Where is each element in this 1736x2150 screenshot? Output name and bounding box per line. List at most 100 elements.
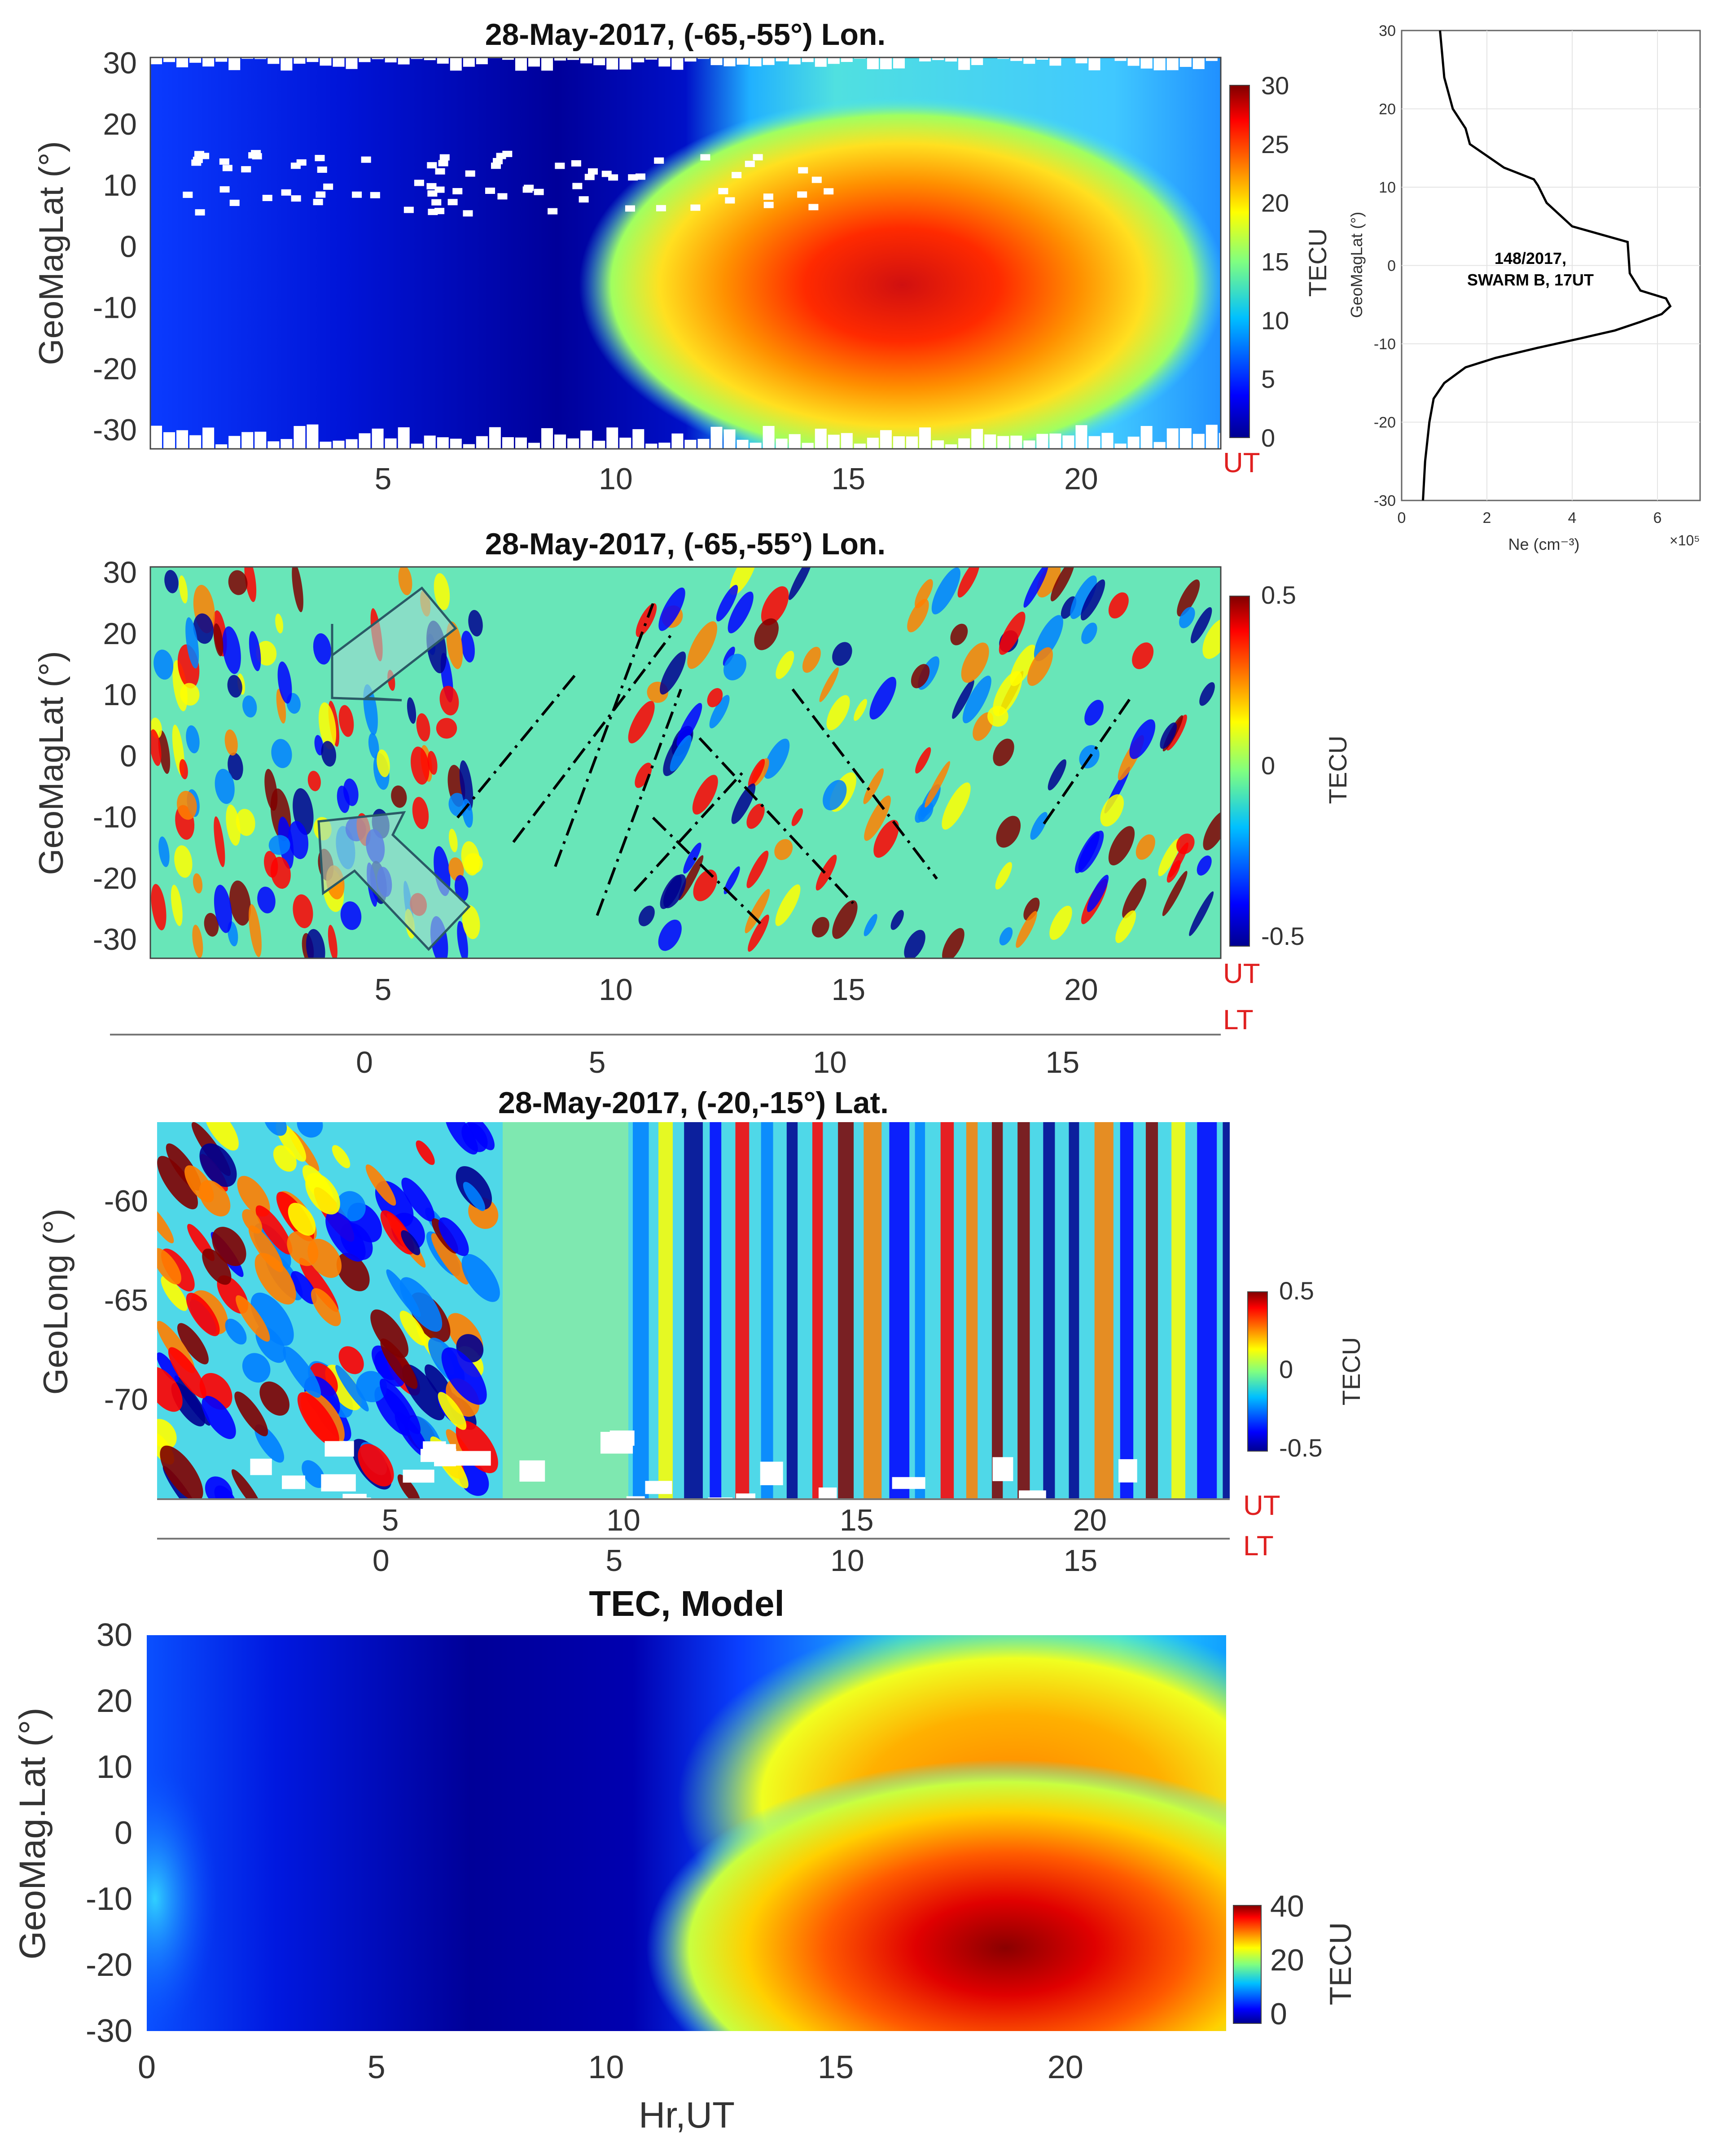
panel-3-y-ticks: -60 -65 -70 <box>104 1184 148 1417</box>
p3-ytick-1: -65 <box>104 1283 148 1317</box>
data-gap <box>321 1474 356 1492</box>
perturbation-patch <box>157 1352 179 1382</box>
perturbation-patch <box>202 1395 236 1439</box>
panel-2-colorbar <box>1229 596 1250 947</box>
profile-x-ticks: 0 2 4 6 <box>1398 509 1662 527</box>
data-gap <box>323 183 333 190</box>
wavefront-line <box>554 603 654 867</box>
data-gap <box>919 427 931 449</box>
perturbation-patch <box>151 884 167 930</box>
p4-ytick-1: 20 <box>96 1683 132 1719</box>
perturbation-patch <box>242 1353 271 1383</box>
p1-ctick-4: 10 <box>1261 306 1289 334</box>
perturbation-patch <box>177 790 197 820</box>
data-gap <box>1219 433 1221 449</box>
perturbation-patch <box>254 1253 296 1305</box>
data-gap <box>867 57 879 70</box>
vertical-stripe <box>1069 1122 1079 1499</box>
perturbation-patch <box>228 570 248 595</box>
perturbation-patch <box>448 829 458 852</box>
data-gap <box>385 57 397 63</box>
panel-4-title: TEC, Model <box>589 1584 785 1623</box>
data-gap <box>496 153 506 159</box>
perturbation-patch <box>377 749 390 777</box>
profile-xlabel: Ne (cm⁻³) <box>1508 535 1580 553</box>
data-gap <box>316 191 326 198</box>
vertical-stripe <box>1017 1122 1030 1499</box>
data-gap <box>359 433 371 449</box>
perturbation-patch <box>660 875 682 909</box>
perturbation-patch <box>999 611 1026 655</box>
data-gap <box>945 57 957 62</box>
p3-uttick-3: 20 <box>1073 1503 1107 1537</box>
perturbation-patch <box>628 701 655 744</box>
perturbation-patch <box>186 725 200 754</box>
data-gap <box>398 57 410 65</box>
perturbation-patch <box>391 785 407 808</box>
data-gap <box>828 57 840 64</box>
data-gap <box>346 1497 371 1499</box>
data-gap <box>1088 57 1100 70</box>
perturbation-patch <box>748 759 765 787</box>
vertical-stripe <box>864 1122 882 1499</box>
perturbation-patch <box>407 697 416 724</box>
data-gap <box>745 161 755 167</box>
perturbation-patch <box>761 586 789 626</box>
perturbation-patch <box>164 570 179 593</box>
perturbation-patch <box>832 900 858 939</box>
perturbation-patch <box>1160 722 1177 749</box>
data-gap <box>423 1441 446 1454</box>
perturbation-patch <box>268 835 290 855</box>
data-gap <box>725 197 735 204</box>
data-gap <box>645 443 658 449</box>
data-gap <box>254 57 267 59</box>
data-gap <box>176 430 189 449</box>
perturbation-patch <box>748 914 769 952</box>
data-gap <box>548 208 558 215</box>
vertical-stripe <box>1223 1122 1230 1499</box>
p1-xtick-2: 15 <box>832 462 866 496</box>
p4-ctick-0: 40 <box>1270 1889 1304 1923</box>
perturbation-patch <box>186 1293 220 1336</box>
data-gap <box>1049 57 1061 66</box>
data-gap <box>1075 57 1087 64</box>
p2-uttick-0: 5 <box>375 973 392 1007</box>
perturbation-patch <box>455 875 469 902</box>
panel-1-ut-label: UT <box>1223 448 1260 478</box>
data-gap <box>1101 433 1113 449</box>
data-gap <box>202 57 215 67</box>
perturbation-patch <box>434 573 450 610</box>
p2-ytick-4: -10 <box>93 800 137 834</box>
data-gap <box>572 183 583 189</box>
data-gap <box>750 443 762 449</box>
data-gap <box>398 427 410 449</box>
data-gap <box>808 204 819 211</box>
perturbation-patch <box>171 885 183 926</box>
data-gap <box>1153 57 1166 70</box>
perturbation-patch <box>332 1145 351 1168</box>
perturbation-patch <box>904 930 925 958</box>
perturbation-patch <box>356 1371 387 1403</box>
perturbation-patch <box>709 695 730 728</box>
vertical-stripe <box>966 1122 978 1499</box>
perturbation-patch <box>1070 575 1097 619</box>
data-gap <box>489 427 501 449</box>
vertical-stripe <box>838 1122 854 1499</box>
data-gap <box>541 57 553 71</box>
data-gap <box>438 160 448 167</box>
data-gap <box>815 429 827 449</box>
data-gap <box>798 167 808 174</box>
data-gap <box>1140 426 1153 449</box>
p1-ctick-0: 30 <box>1261 71 1289 100</box>
perturbation-patch <box>337 1191 366 1221</box>
data-gap <box>428 209 438 215</box>
p1-xtick-1: 10 <box>599 462 633 496</box>
data-gap <box>684 57 697 62</box>
data-gap <box>736 1493 755 1499</box>
data-gap <box>150 57 162 65</box>
panel-3-lt-ticks: 0 5 10 15 <box>373 1544 1097 1578</box>
perturbation-patch <box>745 889 770 934</box>
panel-2-title: 28-May-2017, (-65,-55°) Lon. <box>485 527 886 561</box>
data-gap <box>176 57 189 67</box>
